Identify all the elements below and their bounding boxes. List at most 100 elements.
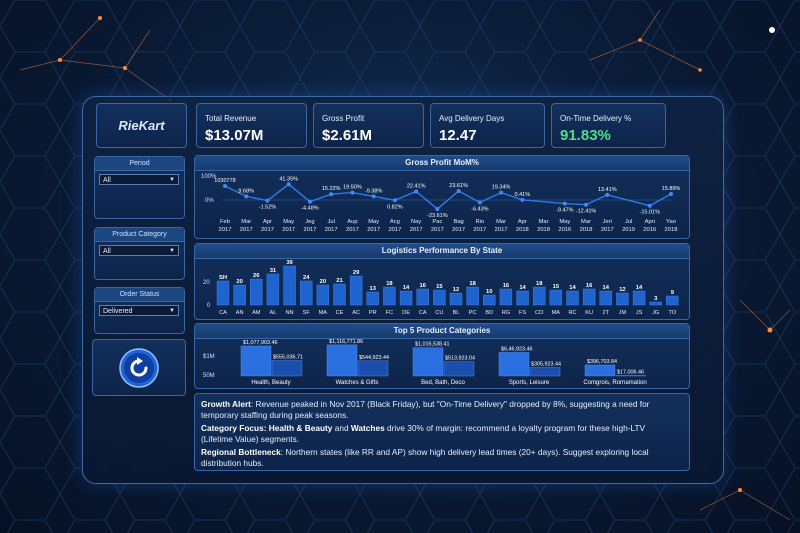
data-label: $17,006.46	[617, 370, 644, 376]
data-point	[307, 199, 312, 204]
data-label: 19.50%	[343, 185, 362, 191]
logistics-panel: Logistics Performance By State 20 0 SH CA 20…	[194, 243, 690, 320]
x-tick-label: RG	[502, 310, 510, 316]
insight-bold: Watches	[350, 423, 385, 433]
data-point	[562, 201, 567, 206]
bar	[399, 290, 413, 306]
data-label: 18	[536, 281, 543, 287]
data-label: -15.01%	[640, 210, 661, 216]
data-label: $1,016,538.41	[415, 342, 449, 348]
x-tick-label: 2017	[473, 227, 486, 233]
x-tick-label: 2017	[346, 227, 359, 233]
x-tick-label: AN	[236, 310, 244, 316]
bar	[466, 286, 479, 306]
data-label: 29	[353, 270, 360, 276]
data-label: -6.43%	[471, 206, 489, 212]
data-label: 21	[336, 278, 343, 284]
x-tick-label: PC	[469, 310, 477, 316]
x-tick-label: 2017	[303, 227, 316, 233]
x-tick-label: 2018	[537, 227, 550, 233]
data-label: 14	[636, 285, 643, 291]
bar	[566, 290, 579, 306]
data-label: 19.34%	[492, 185, 511, 191]
panel-title: Top 5 Product Categories	[195, 324, 689, 339]
refresh-icon	[119, 347, 159, 388]
series-line	[224, 183, 672, 210]
x-tick-label: Nay	[411, 219, 421, 225]
reset-button[interactable]	[92, 339, 186, 396]
data-label: -1.52%	[259, 205, 277, 211]
kpi-label: On-Time Delivery %	[560, 114, 632, 123]
x-tick-label: Acg	[390, 219, 400, 225]
status-select[interactable]: Delivered ▼	[99, 305, 179, 316]
bar	[416, 288, 429, 306]
filter-product-category: Product Category All ▼	[94, 227, 185, 280]
x-tick-label: Watches & Gifts	[336, 380, 379, 386]
data-label: 9	[671, 290, 675, 296]
data-point	[605, 192, 610, 197]
x-tick-label: CE	[336, 310, 344, 316]
data-point	[350, 190, 355, 195]
data-label: 15.22%	[322, 186, 341, 192]
data-point	[520, 197, 525, 202]
bar	[582, 288, 596, 306]
bar	[266, 273, 280, 306]
bar	[599, 290, 612, 306]
filter-period: Period All ▼	[94, 156, 185, 219]
x-tick-label: 2017	[367, 227, 380, 233]
x-tick-label: Rio	[476, 219, 485, 225]
x-tick-label: May	[283, 219, 294, 225]
y-tick-label: 0%	[205, 198, 214, 204]
x-tick-label: Bag	[453, 219, 463, 225]
x-tick-label: 2016	[643, 227, 656, 233]
chevron-down-icon: ▼	[169, 177, 175, 183]
x-tick-label: JG	[652, 310, 659, 316]
x-tick-label: FS	[519, 310, 526, 316]
bar	[533, 286, 546, 306]
x-tick-label: Sports, Leisure	[509, 380, 550, 386]
data-label: 12	[619, 287, 625, 293]
category-select[interactable]: All ▼	[99, 245, 179, 256]
x-tick-label: BD	[485, 310, 493, 316]
x-tick-label: May	[368, 219, 379, 225]
x-tick-label: SF	[303, 310, 311, 316]
x-tick-label: 2017	[282, 227, 295, 233]
data-label: 9.68%	[238, 188, 254, 194]
period-select[interactable]: All ▼	[99, 174, 179, 185]
data-label: 22.41%	[407, 183, 426, 189]
x-tick-label: BL	[453, 310, 460, 316]
data-label: 18	[386, 281, 393, 287]
data-label: 16	[419, 283, 426, 289]
x-tick-label: TO	[669, 310, 677, 316]
data-label: $1,077,903.46	[243, 340, 277, 346]
bar-profit	[271, 360, 303, 377]
top5-bar-chart: $1M 50M $1,077,903.46 $555,036.71 Health, Be…	[203, 339, 647, 386]
x-tick-label: 2T	[603, 310, 610, 316]
data-label: 15	[436, 284, 443, 290]
x-tick-label: 2017	[388, 227, 401, 233]
data-label: $544,923.44	[359, 355, 389, 361]
data-point	[392, 198, 397, 203]
bar	[649, 301, 662, 306]
kpi-total-revenue: Total Revenue $13.07M	[196, 103, 307, 148]
x-tick-label: AL	[269, 310, 276, 316]
insight-title: Category Focus: Health & Beauty	[201, 423, 333, 433]
data-label: -4.48%	[301, 206, 319, 212]
x-tick-label: 2018	[516, 227, 529, 233]
bar-profit	[443, 361, 475, 377]
filter-title: Order Status	[95, 288, 184, 302]
kpi-label: Total Revenue	[205, 114, 257, 123]
mom-line-chart: 100% 0% 1030778 Feb 2017 9.68% Mar 2017 -1.52% Ap…	[201, 174, 680, 233]
y-tick-label: $1M	[203, 354, 215, 360]
data-label: -23.61%	[427, 213, 448, 219]
x-tick-label: 2019	[622, 227, 635, 233]
bar	[666, 295, 679, 306]
x-tick-label: Jul	[625, 219, 632, 225]
x-tick-label: Jul	[327, 219, 334, 225]
data-label: SH	[219, 275, 227, 281]
x-tick-label: NN	[286, 310, 294, 316]
bar	[549, 289, 563, 306]
x-tick-label: Apri	[645, 219, 655, 225]
data-point	[647, 203, 652, 208]
x-tick-label: 2017	[495, 227, 508, 233]
